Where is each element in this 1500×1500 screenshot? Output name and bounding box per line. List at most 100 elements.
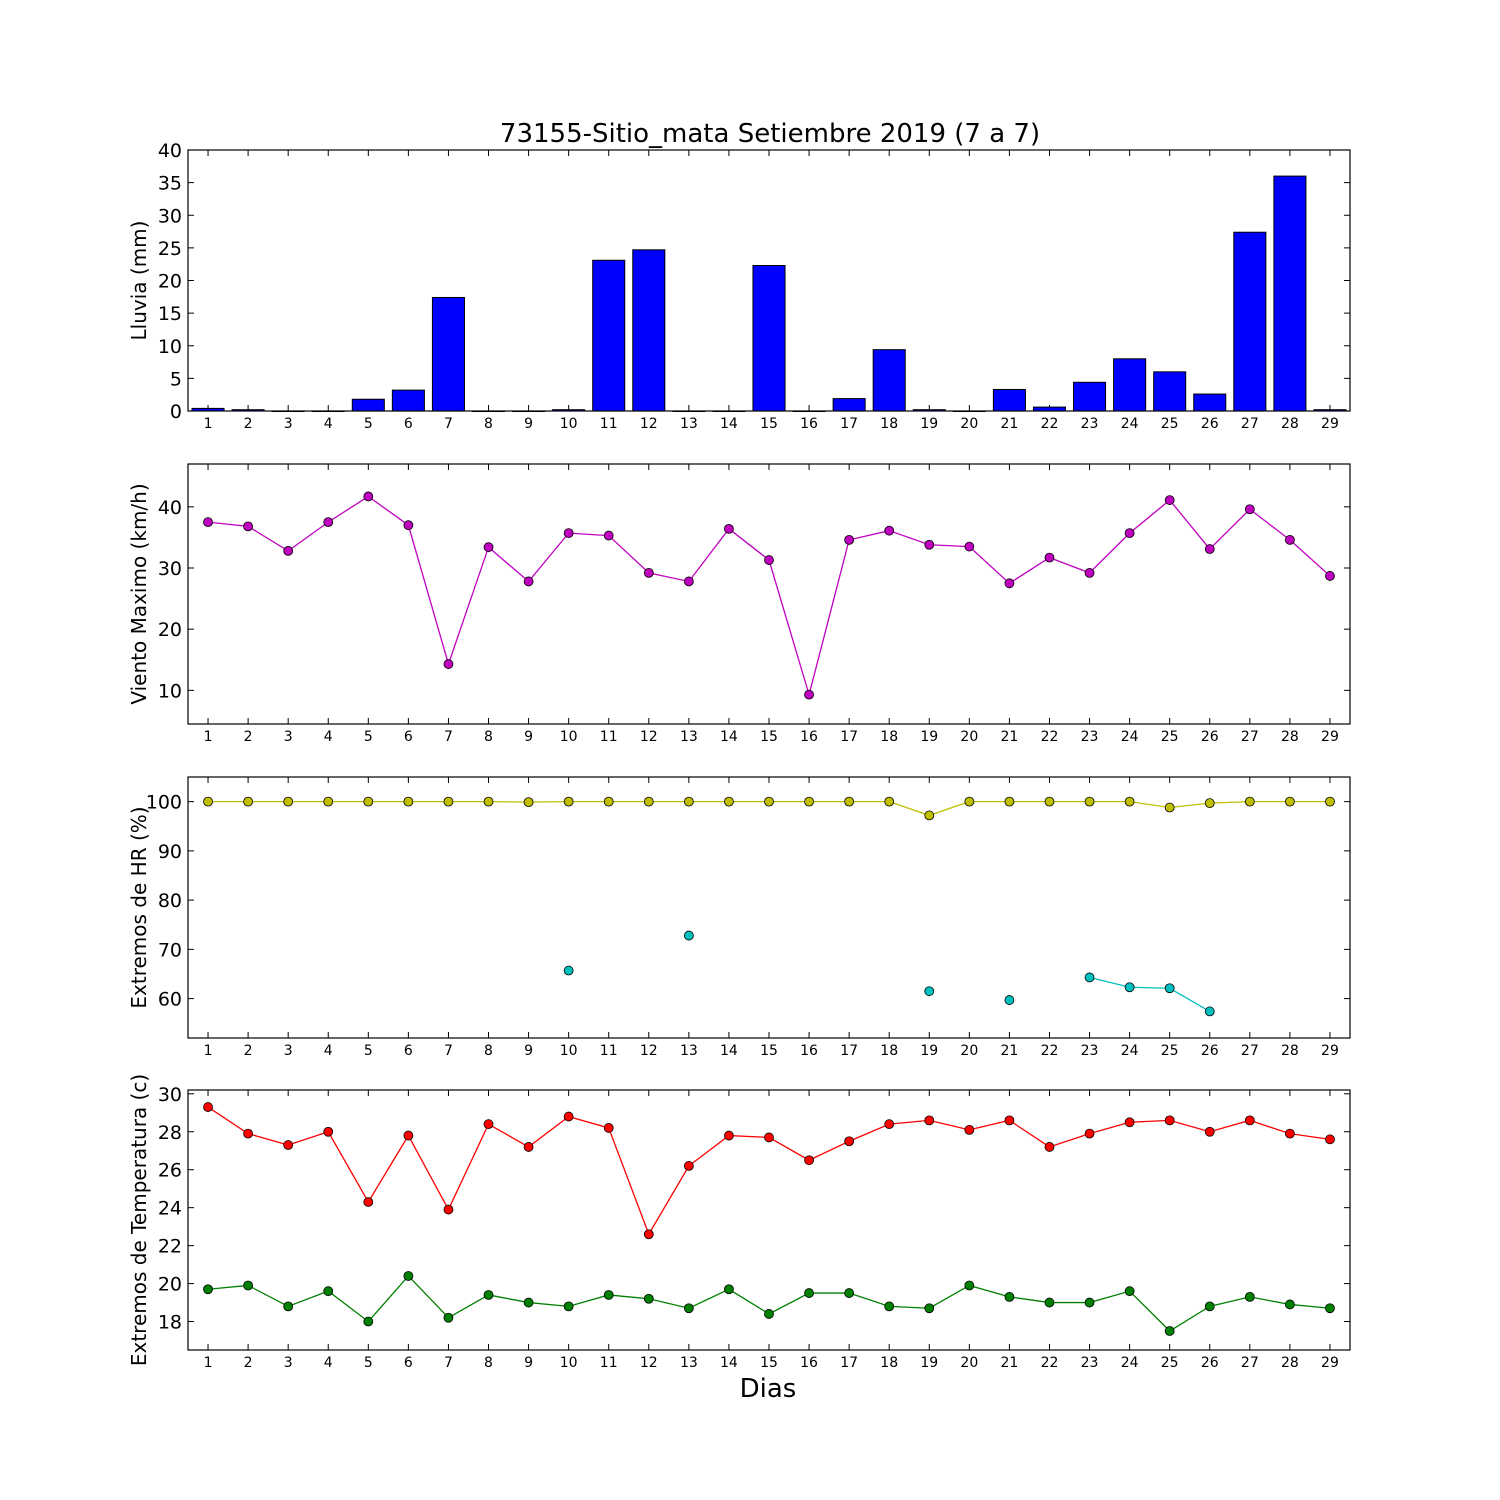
bar <box>592 259 626 412</box>
data-point <box>1124 528 1135 539</box>
y-axis-label: Extremos de Temperatura (c) <box>127 1074 151 1366</box>
x-tick-label: 19 <box>920 416 938 432</box>
x-tick-label: 28 <box>1281 729 1299 745</box>
x-tick-label: 18 <box>880 1355 898 1371</box>
data-point <box>924 1303 935 1314</box>
data-point <box>804 1288 814 1298</box>
data-point <box>1084 1128 1095 1139</box>
x-tick-label: 17 <box>840 1355 858 1371</box>
data-point <box>884 525 895 536</box>
y-axis-label: Extremos de HR (%) <box>127 806 151 1008</box>
data-point <box>1325 1303 1335 1314</box>
x-tick-label: 24 <box>1121 416 1139 432</box>
data-point <box>563 528 574 539</box>
x-tick-label: 22 <box>1041 729 1059 745</box>
data-point <box>1164 983 1175 994</box>
y-tick-label: 70 <box>158 939 182 961</box>
bar <box>992 388 1026 412</box>
data-point <box>363 1197 374 1207</box>
data-point <box>804 796 814 807</box>
x-tick-label: 8 <box>484 416 493 432</box>
x-tick-label: 26 <box>1201 729 1219 745</box>
y-tick-label: 20 <box>158 619 182 641</box>
data-point <box>683 1161 694 1171</box>
plot-frame <box>187 776 1351 1039</box>
data-point <box>1325 571 1335 581</box>
x-tick-label: 2 <box>244 729 253 745</box>
x-tick-label: 27 <box>1241 729 1259 745</box>
series-line <box>207 1275 1331 1332</box>
x-tick-label: 5 <box>364 416 373 432</box>
data-point <box>1325 1134 1335 1145</box>
data-point <box>1325 796 1335 807</box>
data-point <box>363 1316 374 1327</box>
x-tick-label: 6 <box>404 416 413 432</box>
x-tick-label: 8 <box>484 729 493 745</box>
x-tick-label: 4 <box>324 1043 333 1059</box>
data-point <box>523 1297 534 1308</box>
data-point <box>764 796 774 807</box>
x-tick-label: 4 <box>324 729 333 745</box>
x-tick-label: 15 <box>760 729 778 745</box>
x-tick-label: 13 <box>680 1043 698 1059</box>
data-point <box>1284 1128 1295 1139</box>
data-point <box>1204 798 1215 808</box>
data-point <box>844 534 855 545</box>
data-point <box>283 1301 294 1312</box>
data-point <box>884 1119 895 1130</box>
data-point <box>323 1126 334 1137</box>
data-point <box>203 796 213 807</box>
x-tick-label: 24 <box>1121 729 1139 745</box>
data-point <box>203 1284 213 1295</box>
data-point <box>603 530 614 541</box>
data-point <box>363 491 374 502</box>
data-point <box>603 1290 614 1300</box>
bar <box>391 389 425 412</box>
bar <box>431 296 465 412</box>
data-point <box>964 1280 975 1291</box>
x-tick-label: 22 <box>1041 416 1059 432</box>
x-tick-label: 12 <box>640 1355 658 1371</box>
data-point <box>443 796 454 807</box>
data-point <box>323 517 334 528</box>
data-point <box>1244 504 1255 515</box>
x-tick-label: 24 <box>1121 1043 1139 1059</box>
y-tick-label: 5 <box>170 368 182 390</box>
x-tick-label: 8 <box>484 1043 493 1059</box>
x-tick-label: 29 <box>1321 1043 1339 1059</box>
y-tick-label: 30 <box>158 558 182 580</box>
data-point <box>283 545 294 556</box>
data-point <box>1164 1115 1175 1126</box>
data-point <box>603 1123 614 1133</box>
data-point <box>483 1290 494 1300</box>
data-point <box>243 796 254 807</box>
plot-frame <box>187 149 1351 412</box>
x-tick-label: 23 <box>1081 1355 1099 1371</box>
bar <box>1153 371 1187 412</box>
data-point <box>523 797 534 808</box>
x-tick-label: 21 <box>1000 1355 1018 1371</box>
x-tick-label: 23 <box>1081 416 1099 432</box>
data-point <box>804 1155 814 1166</box>
data-point <box>323 1286 334 1297</box>
data-point <box>683 1303 694 1314</box>
x-tick-label: 4 <box>324 416 333 432</box>
data-point <box>1004 995 1015 1005</box>
x-tick-label: 13 <box>680 729 698 745</box>
data-point <box>1204 1126 1215 1137</box>
x-tick-label: 25 <box>1161 1355 1179 1371</box>
x-tick-label: 25 <box>1161 729 1179 745</box>
x-tick-label: 13 <box>680 1355 698 1371</box>
x-tick-label: 27 <box>1241 416 1259 432</box>
data-point <box>203 517 213 528</box>
x-tick-label: 6 <box>404 729 413 745</box>
plot-frame <box>187 463 1351 725</box>
x-tick-label: 4 <box>324 1355 333 1371</box>
x-tick-label: 5 <box>364 1043 373 1059</box>
x-tick-label: 19 <box>920 1355 938 1371</box>
y-tick-label: 15 <box>158 303 182 325</box>
